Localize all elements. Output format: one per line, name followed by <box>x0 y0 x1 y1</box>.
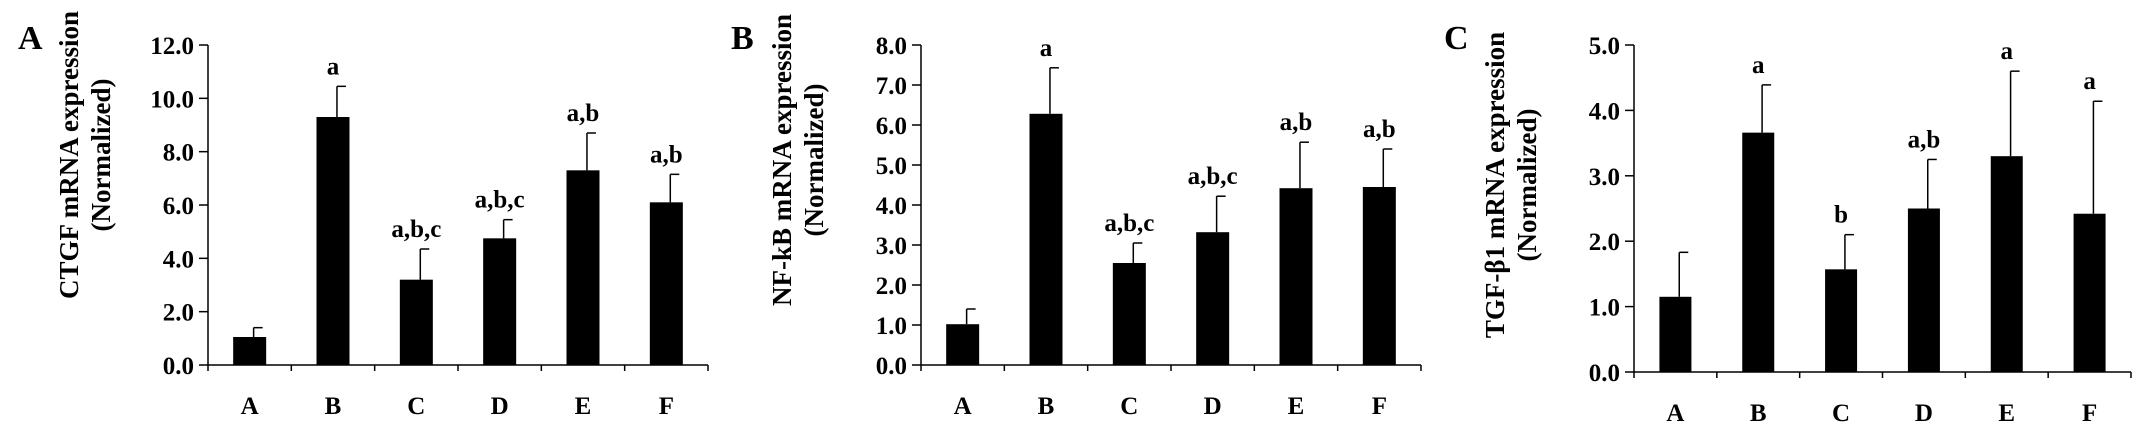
y-tick-label: 10.0 <box>150 86 194 113</box>
bar <box>233 337 267 365</box>
y-tick-label: 7.0 <box>876 73 907 100</box>
x-category-label: F <box>1372 393 1387 420</box>
panel-letter: B <box>731 20 754 57</box>
bar <box>946 324 980 365</box>
y-axis-title-line-1: NF-kB mRNA expression <box>767 14 797 306</box>
plot-area: 0.0 1.0 2.0 3.0 4.0 5.0 6.0 7.0 8.0 Aa Ba,b,c Ca,b,… <box>876 33 1422 420</box>
x-category-label: B <box>1750 400 1767 427</box>
bar <box>1907 208 1940 372</box>
bar <box>1196 232 1230 365</box>
plot-area: 0.0 1.0 2.0 3.0 4.0 5.0 Aa Bb Ca,b Da Ea F <box>1589 33 2132 427</box>
panel-b: B NF-kB mRNA expression (Normalized) 0.0… <box>713 0 1426 437</box>
y-tick-label: 3.0 <box>876 233 907 260</box>
significance-label: a,b <box>567 100 600 127</box>
x-category-label: B <box>1038 393 1055 420</box>
x-category-label: B <box>325 393 342 420</box>
y-axis-title-line-1: CTGF mRNA expression <box>54 11 84 299</box>
y-tick-label: 0.0 <box>163 353 194 380</box>
bar <box>483 238 517 365</box>
y-tick-label: 12.0 <box>150 33 194 60</box>
significance-label: a <box>1040 35 1053 62</box>
bar <box>1990 156 2023 372</box>
chart-panel-a-svg: A CTGF mRNA expression (Normalized) 0.0 2… <box>18 11 709 420</box>
x-category-label: D <box>491 393 509 420</box>
x-category-label: A <box>954 393 972 420</box>
y-tick-label: 2.0 <box>1589 229 1620 256</box>
significance-label: a,b,c <box>391 216 441 243</box>
plot-area: 0.0 2.0 4.0 6.0 8.0 10.0 12.0 Aa Ba,b,c Ca,b,c Da,… <box>150 33 709 420</box>
y-tick-label: 0.0 <box>1589 360 1620 387</box>
y-tick-label: 4.0 <box>1589 98 1620 125</box>
significance-label: a <box>1752 52 1765 79</box>
bar <box>1362 187 1396 365</box>
y-tick-label: 3.0 <box>1589 164 1620 191</box>
y-tick-label: 4.0 <box>163 246 194 273</box>
x-category-label: C <box>407 393 425 420</box>
x-category-label: C <box>1832 400 1850 427</box>
bar <box>649 202 683 365</box>
significance-label: a,b,c <box>1104 210 1154 237</box>
bar <box>2073 213 2106 372</box>
panel-letter: A <box>18 20 43 57</box>
x-category-label: D <box>1204 393 1222 420</box>
panel-c: C TGF-β1 mRNA expression (Normalized) 0.… <box>1426 0 2139 437</box>
x-category-label: E <box>1998 400 2015 427</box>
y-axis-title-line-2: (Normalized) <box>1512 109 1542 262</box>
y-tick-label: 1.0 <box>1589 295 1620 322</box>
x-category-label: E <box>1288 393 1305 420</box>
y-tick-label: 2.0 <box>163 300 194 327</box>
bar <box>1742 132 1775 372</box>
y-tick-label: 0.0 <box>876 353 907 380</box>
bar <box>316 117 350 365</box>
x-category-label: A <box>241 393 259 420</box>
y-axis-title-line-2: (Normalized) <box>799 84 829 237</box>
y-tick-label: 6.0 <box>163 193 194 220</box>
x-category-label: A <box>1666 400 1684 427</box>
y-tick-label: 8.0 <box>876 33 907 60</box>
y-tick-label: 8.0 <box>163 140 194 167</box>
bar <box>1825 269 1858 372</box>
y-tick-label: 1.0 <box>876 313 907 340</box>
y-tick-label: 5.0 <box>1589 33 1620 60</box>
significance-label: a,b <box>1280 109 1313 136</box>
x-category-label: C <box>1120 393 1138 420</box>
y-tick-label: 5.0 <box>876 153 907 180</box>
bar <box>1112 263 1146 365</box>
significance-label: a,b <box>1363 116 1396 143</box>
y-tick-label: 2.0 <box>876 273 907 300</box>
panel-a: A CTGF mRNA expression (Normalized) 0.0 2… <box>0 0 713 437</box>
bar <box>1279 188 1313 365</box>
bar <box>566 170 600 365</box>
y-tick-label: 6.0 <box>876 113 907 140</box>
significance-label: a,b <box>1908 126 1941 153</box>
chart-panel-b-svg: B NF-kB mRNA expression (Normalized) 0.0… <box>731 14 1422 420</box>
panel-letter: C <box>1444 20 1469 57</box>
bar <box>399 279 433 365</box>
bar <box>1659 296 1692 372</box>
x-category-label: F <box>2082 400 2097 427</box>
x-category-label: D <box>1915 400 1933 427</box>
significance-label: a <box>2001 38 2014 65</box>
significance-label: a,b,c <box>475 187 525 214</box>
significance-label: a <box>2083 68 2096 95</box>
y-axis-title-line-2: (Normalized) <box>86 79 116 232</box>
significance-label: a,b <box>650 141 683 168</box>
bar <box>1029 113 1063 365</box>
x-category-label: F <box>659 393 674 420</box>
x-category-label: E <box>575 393 592 420</box>
y-axis-title-line-1: TGF-β1 mRNA expression <box>1480 32 1510 338</box>
y-tick-label: 4.0 <box>876 193 907 220</box>
chart-panel-c-svg: C TGF-β1 mRNA expression (Normalized) 0.… <box>1444 20 2132 427</box>
significance-label: a <box>327 53 340 80</box>
significance-label: a,b,c <box>1188 163 1238 190</box>
significance-label: b <box>1834 202 1848 229</box>
